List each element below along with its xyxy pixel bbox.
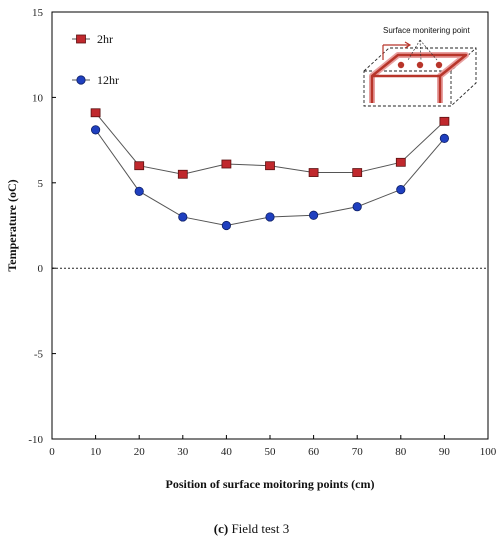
caption-text: Field test 3 bbox=[228, 521, 290, 536]
inset-frame bbox=[370, 53, 468, 103]
y-tick-label: 15 bbox=[32, 7, 44, 19]
inset-box-edges bbox=[364, 47, 477, 106]
legend: 2hr 12hr bbox=[72, 32, 119, 87]
data-point-12hr bbox=[308, 210, 319, 220]
y-tick-label: 5 bbox=[38, 178, 44, 190]
x-tick-label: 50 bbox=[265, 446, 277, 458]
x-tick-label: 90 bbox=[439, 446, 451, 458]
x-tick-label: 30 bbox=[177, 446, 189, 458]
inset-point-2 bbox=[416, 61, 424, 69]
x-tick-label: 70 bbox=[352, 446, 364, 458]
data-point-2hr bbox=[265, 161, 275, 171]
data-point-12hr bbox=[439, 133, 449, 143]
legend-label-12hr: 12hr bbox=[97, 73, 119, 87]
legend-marker-12hr bbox=[76, 75, 86, 85]
data-point-2hr bbox=[439, 116, 450, 126]
x-tick-label: 80 bbox=[395, 446, 407, 458]
x-tick-label: 20 bbox=[134, 446, 146, 458]
data-point-2hr bbox=[395, 157, 406, 167]
inset-label: Surface monitering point bbox=[383, 26, 470, 35]
x-tick-label: 0 bbox=[49, 446, 55, 458]
data-point-12hr bbox=[178, 212, 188, 222]
data-point-12hr bbox=[134, 186, 144, 196]
inset-arrow-head bbox=[404, 41, 412, 49]
legend-marker-2hr bbox=[76, 34, 86, 44]
x-tick-label: 40 bbox=[221, 446, 233, 458]
x-tick-label: 10 bbox=[90, 446, 102, 458]
data-point-12hr bbox=[91, 125, 101, 135]
data-point-2hr bbox=[134, 161, 145, 171]
y-axis-title: Temperature (oC) bbox=[5, 179, 19, 271]
inset-leader-lines bbox=[407, 39, 438, 61]
inset-point-1 bbox=[397, 61, 405, 69]
caption-letter: (c) bbox=[213, 521, 229, 536]
inset-box-outline bbox=[363, 47, 477, 107]
x-tick-label: 100 bbox=[480, 446, 497, 458]
inset-point-3 bbox=[435, 61, 443, 69]
y-tick-label: -10 bbox=[28, 434, 43, 446]
figure-caption: (c) Field test 3 bbox=[0, 521, 503, 537]
data-point-12hr bbox=[265, 212, 275, 222]
series-line-12hr bbox=[95, 129, 445, 227]
data-point-12hr bbox=[352, 202, 362, 212]
inset-diagram: Surface monitering point bbox=[363, 26, 477, 107]
data-point-2hr bbox=[177, 169, 188, 179]
y-tick-label: 10 bbox=[32, 92, 44, 104]
data-point-12hr bbox=[221, 220, 231, 231]
x-axis-title: Position of surface moitoring points (cm… bbox=[166, 477, 375, 491]
y-tick-label: -5 bbox=[34, 349, 44, 361]
data-point-2hr bbox=[352, 168, 363, 177]
data-point-2hr bbox=[90, 108, 101, 118]
y-tick-label: 0 bbox=[38, 263, 44, 275]
x-tick-label: 60 bbox=[308, 446, 320, 458]
data-point-12hr bbox=[396, 185, 406, 195]
data-point-2hr bbox=[308, 168, 319, 177]
legend-label-2hr: 2hr bbox=[97, 32, 113, 46]
data-point-2hr bbox=[221, 159, 232, 169]
